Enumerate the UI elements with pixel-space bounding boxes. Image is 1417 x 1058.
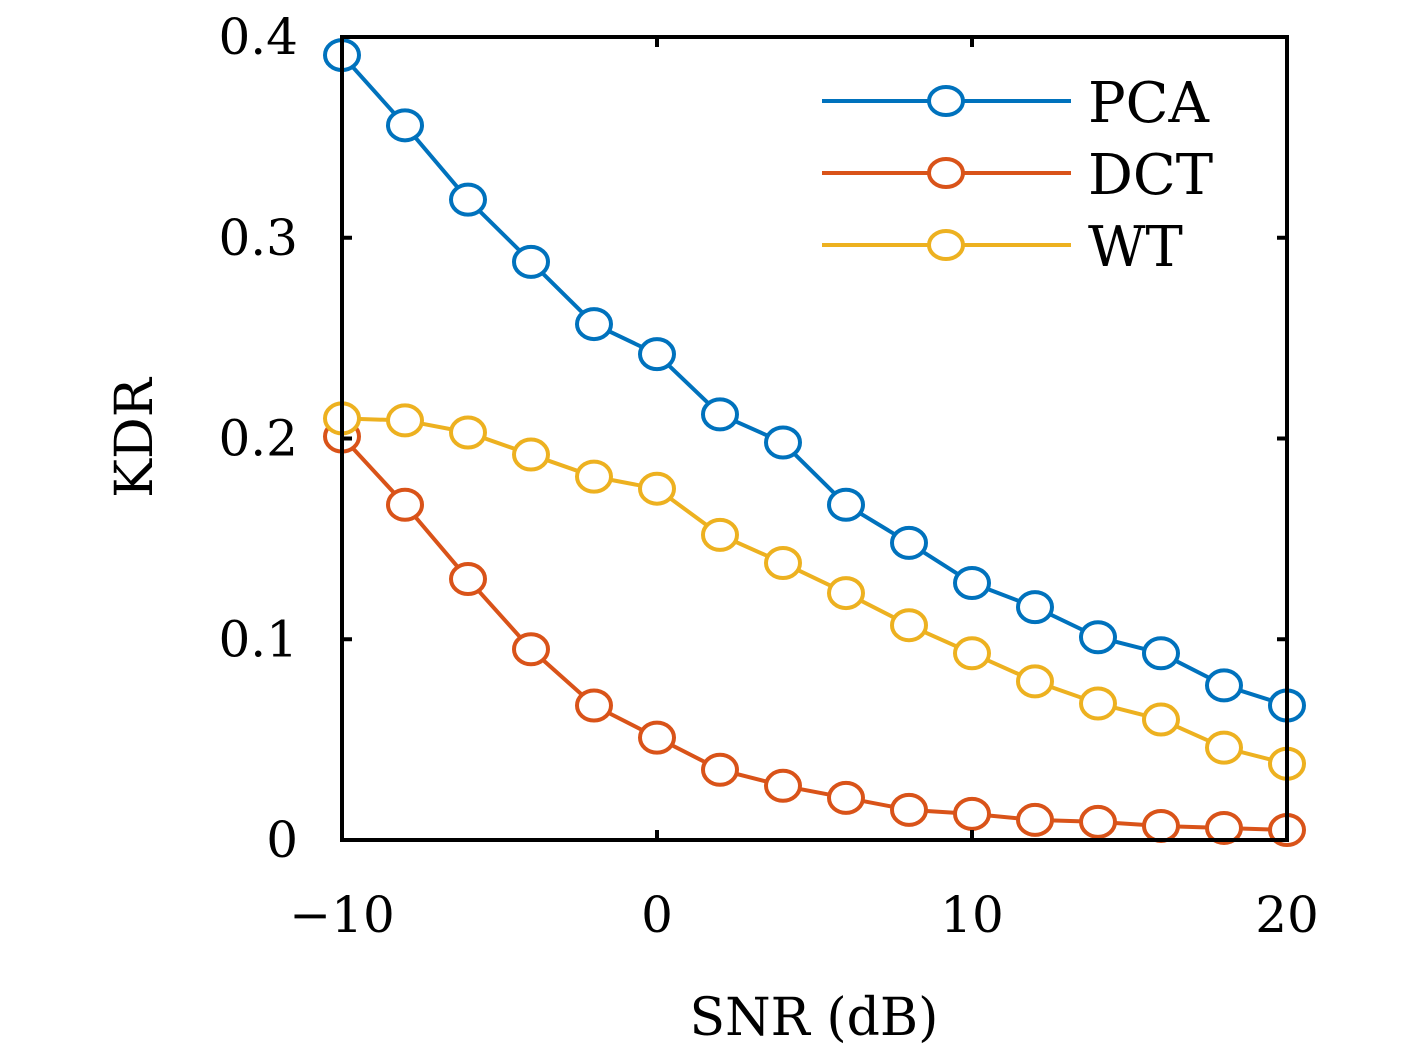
x-tick-label: 10 <box>940 886 1004 944</box>
legend-item-dct: DCT <box>822 143 1213 208</box>
y-tick-label: 0.3 <box>218 209 298 267</box>
data-point-wt <box>1142 702 1180 737</box>
series-wt <box>323 401 1306 781</box>
y-tick-label: 0.1 <box>218 610 298 668</box>
x-tick-label: −10 <box>289 886 395 944</box>
data-point-wt <box>512 437 550 472</box>
data-point-pca <box>449 182 487 217</box>
data-point-dct <box>701 752 739 787</box>
data-point-dct <box>386 487 424 522</box>
legend-label: PCA <box>1088 71 1210 136</box>
data-point-pca <box>1142 636 1180 671</box>
data-point-wt <box>449 415 487 450</box>
data-point-wt <box>1205 730 1243 765</box>
data-point-dct <box>1016 802 1054 837</box>
legend-item-pca: PCA <box>822 71 1210 136</box>
legend-marker <box>927 85 965 117</box>
legend-marker <box>927 157 965 189</box>
axes-layer: −10 0 10 20 0 0.1 0.2 0.3 0.4 <box>218 8 1318 944</box>
legend-marker <box>927 229 965 261</box>
legend: PCA DCT WT <box>822 71 1213 280</box>
data-point-dct <box>953 796 991 831</box>
y-tick-label: 0 <box>266 811 298 869</box>
y-tick-label: 0.4 <box>218 8 298 66</box>
data-point-wt <box>827 576 865 611</box>
data-point-wt <box>1016 664 1054 699</box>
data-point-wt <box>386 403 424 438</box>
data-point-dct <box>764 768 802 803</box>
data-point-pca <box>890 525 928 560</box>
legend-label: DCT <box>1088 143 1213 208</box>
data-point-wt <box>1079 686 1117 721</box>
y-axis-label: KDR <box>105 376 165 498</box>
legend-label: WT <box>1088 215 1183 280</box>
series-line-dct <box>340 435 1288 832</box>
data-point-wt <box>575 459 613 494</box>
data-point-pca <box>575 307 613 342</box>
data-point-pca <box>1205 668 1243 703</box>
data-point-dct <box>1079 804 1117 839</box>
data-point-pca <box>638 337 676 372</box>
data-point-pca <box>1016 590 1054 625</box>
data-point-wt <box>890 608 928 643</box>
x-tick-label: 0 <box>641 886 673 944</box>
x-tick-label: 20 <box>1255 886 1319 944</box>
series-layer <box>323 38 1306 847</box>
data-point-wt <box>764 545 802 580</box>
data-point-dct <box>449 562 487 597</box>
series-line-pca <box>340 53 1288 708</box>
series-pca <box>323 38 1306 723</box>
data-point-wt <box>701 517 739 552</box>
data-point-wt <box>638 471 676 506</box>
x-axis-label: SNR (dB) <box>690 988 939 1048</box>
data-point-pca <box>512 244 550 279</box>
data-point-dct <box>1205 810 1243 845</box>
data-point-pca <box>827 487 865 522</box>
data-point-pca <box>701 397 739 432</box>
data-point-pca <box>953 566 991 601</box>
data-point-dct <box>1142 808 1180 843</box>
legend-item-wt: WT <box>822 215 1183 280</box>
data-point-dct <box>512 632 550 667</box>
data-point-pca <box>764 425 802 460</box>
data-point-wt <box>953 636 991 671</box>
y-tick-label: 0.2 <box>218 410 298 468</box>
series-dct <box>323 419 1306 847</box>
data-point-pca <box>386 108 424 143</box>
data-point-dct <box>890 792 928 827</box>
data-point-dct <box>638 720 676 755</box>
data-point-pca <box>1079 620 1117 655</box>
data-point-dct <box>575 688 613 723</box>
data-point-dct <box>827 780 865 815</box>
series-line-wt <box>341 416 1288 766</box>
